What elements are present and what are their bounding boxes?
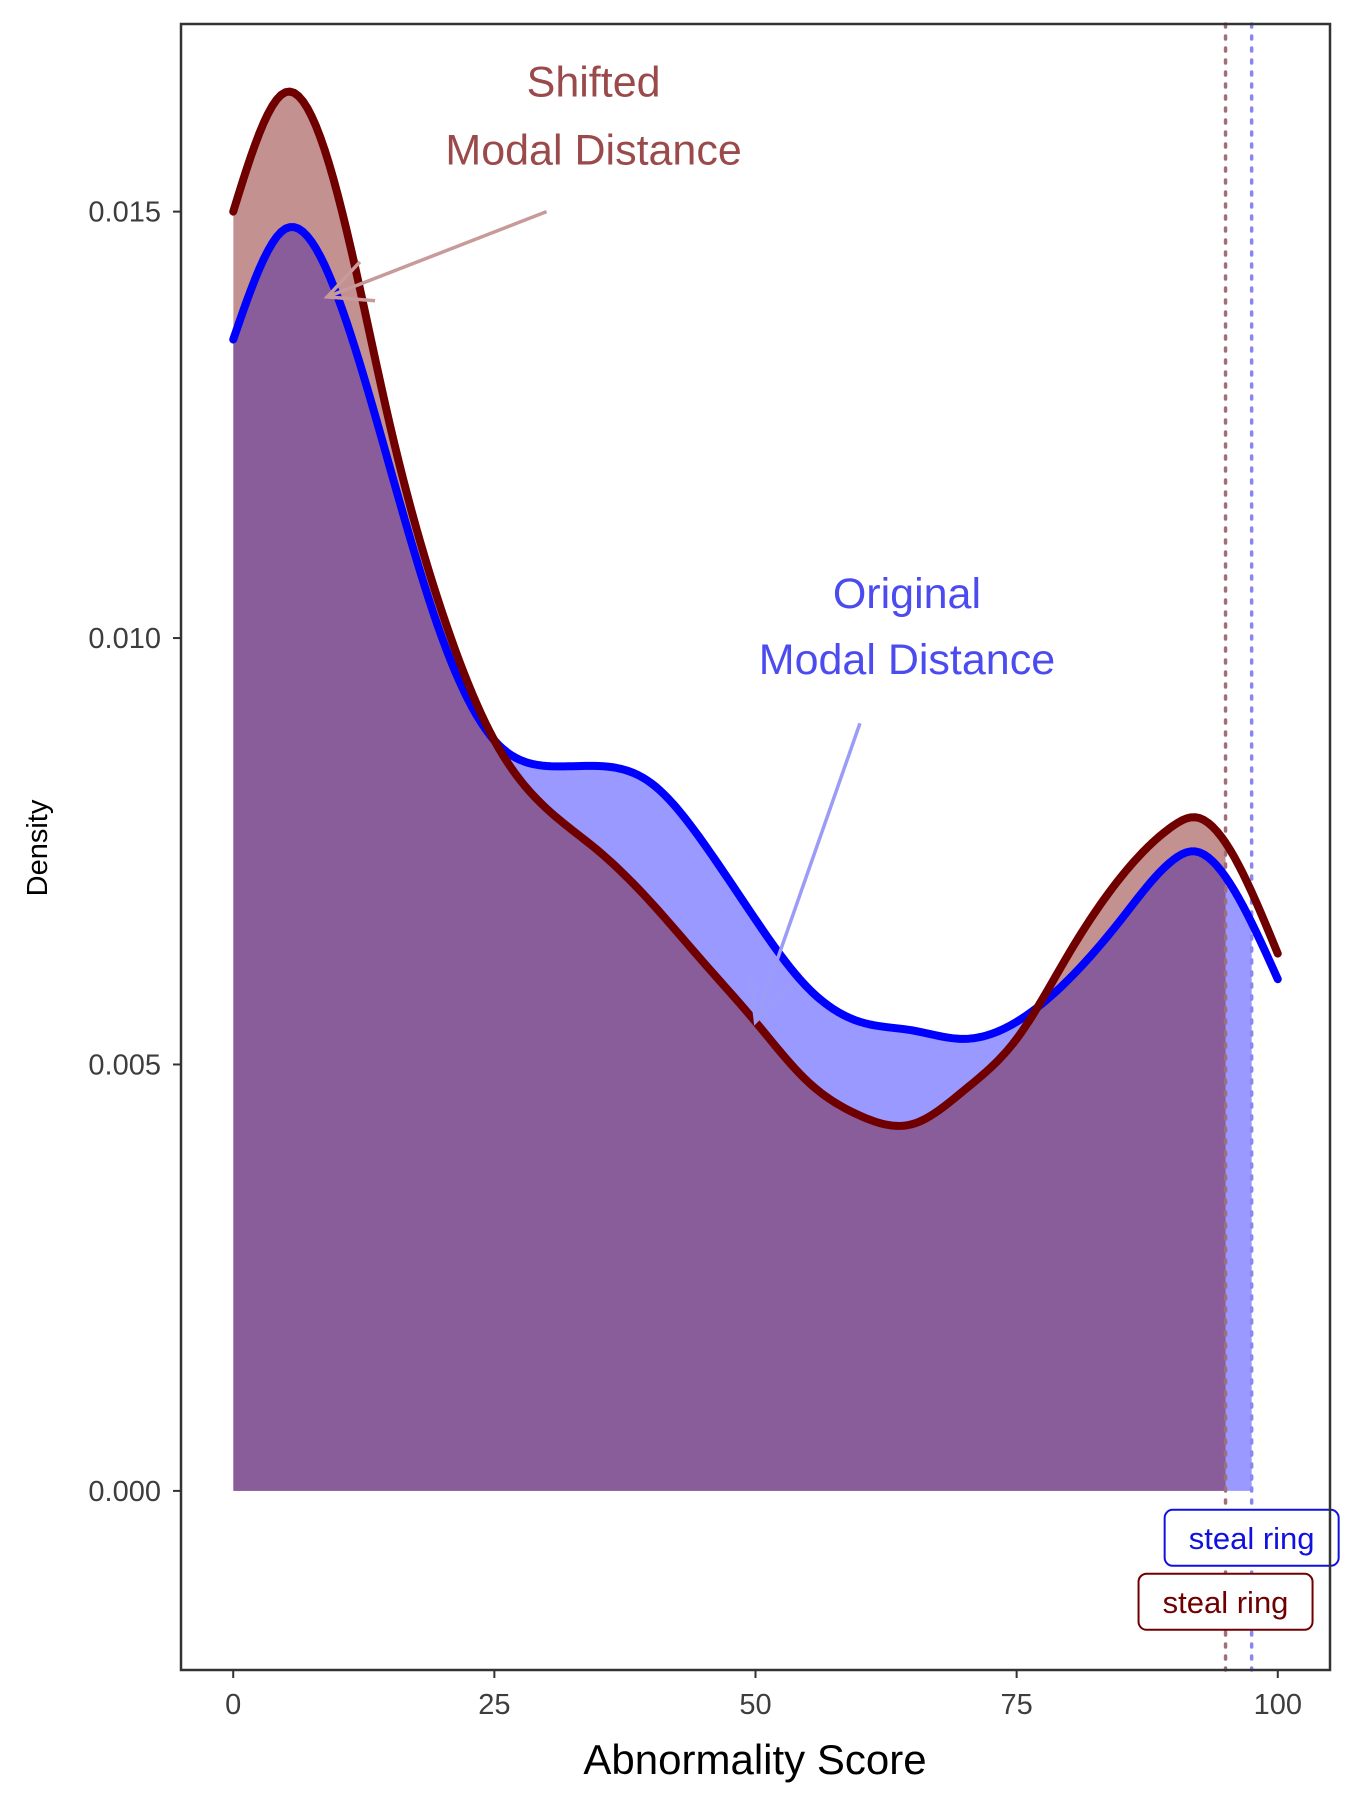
shifted-steal-ring-label: steal ring <box>1163 1585 1289 1620</box>
original-annotation: Original Modal Distance <box>748 570 1055 1026</box>
x-tick-label: 0 <box>225 1689 241 1721</box>
y-axis-ticks: 0.000 0.005 0.010 0.015 <box>88 197 181 1508</box>
steal-ring-markers: steal ring steal ring <box>1137 1508 1340 1631</box>
y-tick-label: 0.015 <box>88 197 161 229</box>
y-tick-label: 0.005 <box>88 1049 161 1081</box>
shifted-arrow-head <box>323 260 376 303</box>
shifted-steal-ring-box <box>1137 1572 1314 1631</box>
original-steal-ring-label: steal ring <box>1189 1521 1315 1556</box>
original-arrow-shaft <box>753 722 862 1023</box>
original-steal-ring-box <box>1163 1508 1340 1567</box>
overlap-density-area <box>233 227 1226 1491</box>
shifted-annotation-line-1: Shifted <box>527 58 661 106</box>
original-density-line <box>229 223 1282 1043</box>
y-axis-title: Density <box>22 799 54 896</box>
x-axis-title: Abnormality Score <box>583 1736 926 1783</box>
x-tick-label: 100 <box>1254 1689 1302 1721</box>
original-steal-ring-marker: steal ring <box>1163 1508 1340 1567</box>
shifted-arrow-shaft <box>326 209 548 299</box>
shifted-annotation-line-2: Modal Distance <box>445 127 741 175</box>
y-tick-label: 0.010 <box>88 623 161 655</box>
shifted-annotation: Shifted Modal Distance <box>323 58 742 303</box>
y-tick-label: 0.000 <box>88 1476 161 1508</box>
x-tick-label: 25 <box>478 1689 510 1721</box>
density-areas <box>233 91 1252 1491</box>
shifted-steal-ring-marker: steal ring <box>1137 1572 1314 1631</box>
x-tick-label: 75 <box>1001 1689 1033 1721</box>
annotations: Shifted Modal Distance Original Modal Di… <box>323 58 1055 1026</box>
reference-lines <box>1223 22 1254 1672</box>
x-tick-label: 50 <box>739 1689 771 1721</box>
original-annotation-line-1: Original <box>833 570 981 618</box>
x-axis-ticks: 0 25 50 75 100 <box>225 1670 1302 1721</box>
original-annotation-line-2: Modal Distance <box>759 636 1055 684</box>
original-arrow-head <box>748 973 791 1026</box>
